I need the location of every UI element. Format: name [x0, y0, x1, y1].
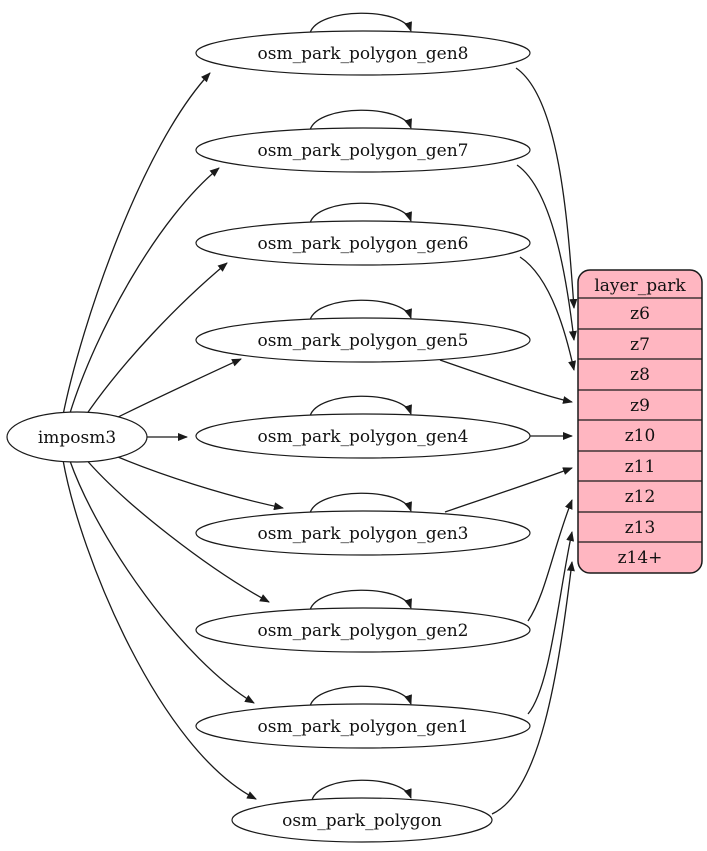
gen4-ellipse [195, 413, 531, 459]
edge-gen6-to-z8 [519, 256, 576, 371]
imposm3-label: imposm3 [38, 428, 116, 448]
gen5-ellipse [195, 317, 531, 363]
edge-imposm3-to-gen2 [83, 456, 270, 603]
edges-imposm3-fanout [62, 72, 284, 800]
self-loop-gen4 [309, 395, 412, 417]
edge-gen8-to-z6 [515, 67, 578, 309]
edge-imposm3-to-osm-park-polygon [62, 459, 257, 800]
self-loop-gen1 [309, 685, 412, 707]
layer-row-z12: z12 [625, 487, 656, 507]
edges-to-layer [439, 67, 578, 815]
layer-row-z8: z8 [630, 365, 650, 385]
gen7-ellipse [195, 127, 531, 173]
node-osm-park-polygon-gen6: osm_park_polygon_gen6 [195, 220, 531, 266]
layer-row-z13: z13 [625, 518, 656, 538]
osm-park-polygon-label: osm_park_polygon [282, 811, 442, 831]
node-osm-park-polygon: osm_park_polygon [231, 797, 493, 843]
node-osm-park-polygon-gen8: osm_park_polygon_gen8 [195, 30, 531, 76]
edge-imposm3-to-gen3 [103, 450, 284, 511]
layer-row-z6: z6 [630, 304, 650, 324]
osm-park-polygon-ellipse [231, 797, 493, 843]
edge-imposm3-to-gen8 [62, 72, 211, 416]
imposm3-ellipse [6, 411, 148, 463]
edge-gen1-to-z13 [527, 531, 575, 715]
self-loop-gen6 [309, 202, 412, 224]
gen5-label: osm_park_polygon_gen5 [258, 331, 469, 351]
self-loop-gen5 [309, 299, 412, 321]
node-osm-park-polygon-gen7: osm_park_polygon_gen7 [195, 127, 531, 173]
gen3-label: osm_park_polygon_gen3 [258, 524, 469, 544]
node-osm-park-polygon-gen4: osm_park_polygon_gen4 [195, 413, 531, 459]
gen2-ellipse [195, 607, 531, 653]
self-loop-gen8 [309, 12, 412, 34]
edge-imposm3-to-gen6 [83, 262, 228, 419]
gen8-label: osm_park_polygon_gen8 [258, 44, 469, 64]
gen3-ellipse [195, 510, 531, 556]
edge-imposm3-to-gen5 [103, 358, 242, 425]
edges-self-loops [309, 12, 412, 801]
self-loop-gen3 [309, 492, 412, 514]
node-osm-park-polygon-gen1: osm_park_polygon_gen1 [195, 703, 531, 749]
gen1-label: osm_park_polygon_gen1 [258, 717, 469, 737]
layer-park-box [577, 269, 703, 574]
layer-row-z7: z7 [630, 335, 650, 355]
node-layer-park: layer_park z6 z7 z8 z9 z10 z11 z12 z13 z… [577, 269, 703, 574]
node-imposm3: imposm3 [6, 411, 148, 463]
self-loop-gen7 [309, 109, 412, 131]
layer-row-z11: z11 [625, 457, 656, 477]
gen4-label: osm_park_polygon_gen4 [258, 427, 469, 447]
gen1-ellipse [195, 703, 531, 749]
gen8-ellipse [195, 30, 531, 76]
layer-row-z10: z10 [625, 426, 656, 446]
node-osm-park-polygon-gen3: osm_park_polygon_gen3 [195, 510, 531, 556]
node-osm-park-polygon-gen2: osm_park_polygon_gen2 [195, 607, 531, 653]
edge-osm-park-polygon-to-z14 [491, 561, 575, 815]
self-loop-gen2 [309, 589, 412, 611]
gen2-label: osm_park_polygon_gen2 [258, 621, 469, 641]
edge-gen2-to-z12 [527, 499, 573, 622]
edge-gen3-to-z11 [444, 467, 573, 513]
layer-row-z9: z9 [630, 396, 650, 416]
gen7-label: osm_park_polygon_gen7 [258, 141, 469, 161]
edge-imposm3-to-gen7 [69, 167, 220, 414]
edge-gen5-to-z9 [439, 359, 573, 404]
self-loop-osm-park-polygon [311, 779, 412, 801]
gen6-label: osm_park_polygon_gen6 [258, 234, 469, 254]
gen6-ellipse [195, 220, 531, 266]
edge-imposm3-to-gen1 [69, 460, 255, 704]
layer-park-title: layer_park [594, 276, 686, 296]
layer-row-z14: z14+ [618, 548, 663, 568]
node-osm-park-polygon-gen5: osm_park_polygon_gen5 [195, 317, 531, 363]
edge-gen7-to-z7 [516, 164, 577, 341]
